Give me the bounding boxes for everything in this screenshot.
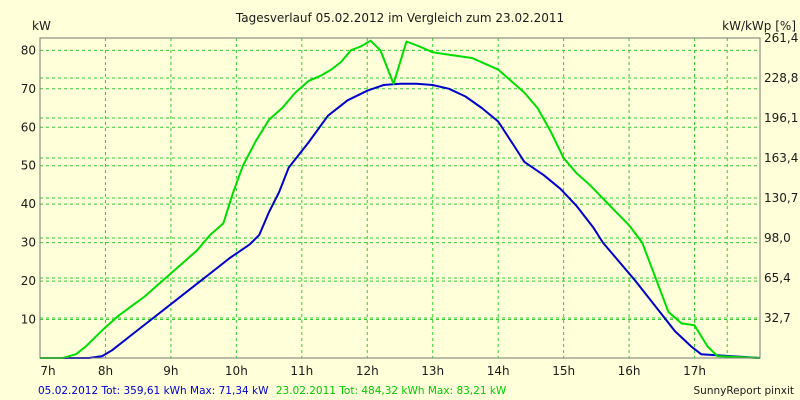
x-tick-label: 8h (98, 364, 113, 378)
x-tick-label: 17h (683, 364, 706, 378)
series-line-1 (40, 82, 761, 359)
x-tick-label: 10h (225, 364, 248, 378)
x-tick-label: 11h (290, 364, 313, 378)
y-tick-label-left: 30 (21, 236, 36, 250)
series-lines (40, 39, 761, 359)
y-tick-label-right: 196,1 (764, 111, 798, 125)
y-axis-right-label: kW/kWp [%] (722, 19, 796, 33)
x-tick-label: 16h (618, 364, 641, 378)
x-tick-label: 12h (356, 364, 379, 378)
y-axis-left-label: kW (32, 19, 51, 33)
y-tick-label-left: 80 (21, 43, 36, 57)
y-tick-label-left: 20 (21, 274, 36, 288)
legend-series-2: 23.02.2011 Tot: 484,32 kWh Max: 83,21 kW (276, 385, 507, 397)
y-tick-label-left: 40 (21, 197, 36, 211)
y-tick-label-right: 130,7 (764, 191, 798, 205)
y-tick-label-right: 98,0 (764, 231, 791, 245)
x-tick-label: 15h (552, 364, 575, 378)
plot-frame (39, 37, 761, 359)
y-tick-label-left: 60 (21, 120, 36, 134)
x-tick-label: 7h (40, 364, 55, 378)
chart-title: Tagesverlauf 05.02.2012 im Vergleich zum… (235, 11, 564, 25)
y-tick-label-right: 228,8 (764, 71, 798, 85)
y-tick-label-left: 10 (21, 313, 36, 327)
footer-legend: 05.02.2012 Tot: 359,61 kWh Max: 71,34 kW… (38, 385, 507, 397)
grid (40, 37, 760, 358)
x-tick-label: 13h (421, 364, 444, 378)
x-tick-label: 9h (163, 364, 178, 378)
y-tick-label-right: 32,7 (764, 311, 791, 325)
footer-credit: SunnyReport pinxit (694, 385, 794, 397)
y-tick-label-left: 50 (21, 159, 36, 173)
x-tick-label: 14h (487, 364, 510, 378)
series-line-2 (40, 39, 761, 359)
legend-series-1: 05.02.2012 Tot: 359,61 kWh Max: 71,34 kW (38, 385, 269, 397)
y-tick-label-right: 261,4 (764, 31, 798, 45)
axis-ticks: 7h 8h 9h 10h 11h 12h 13h 14h 15h 16h 17h 10 20 30 40 50… (21, 31, 799, 378)
y-tick-label-right: 65,4 (764, 271, 791, 285)
y-tick-label-left: 70 (21, 82, 36, 96)
y-tick-label-right: 163,4 (764, 151, 798, 165)
